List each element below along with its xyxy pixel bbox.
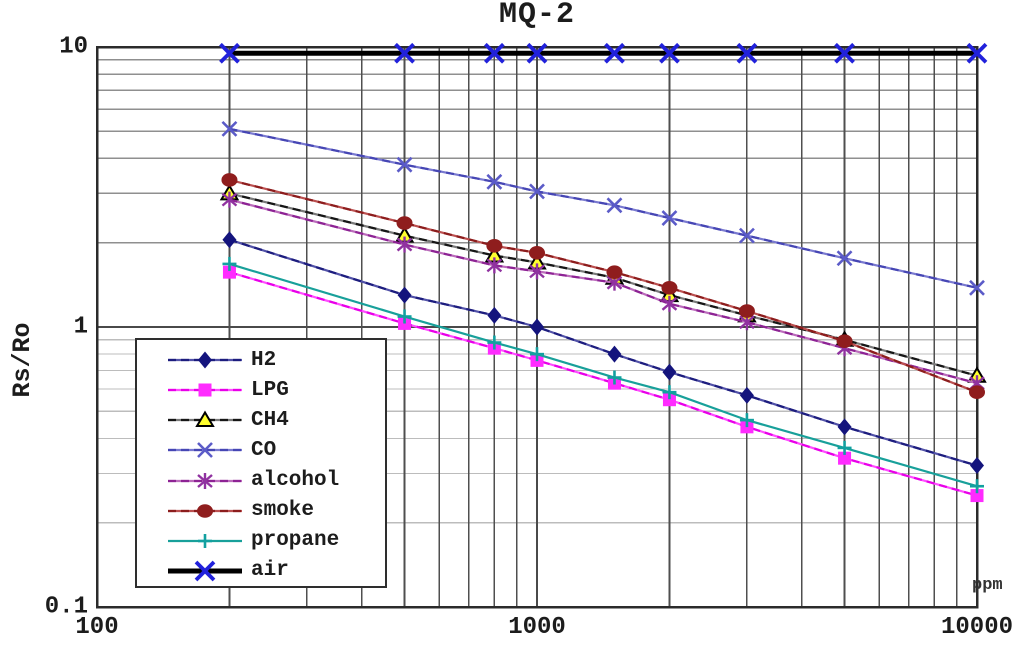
series-smoke <box>221 173 985 399</box>
series-propane <box>222 256 984 494</box>
x-axis-unit-label: ppm <box>972 576 1003 595</box>
legend-label-LPG: LPG <box>251 378 289 402</box>
legend-label-smoke: smoke <box>251 499 315 523</box>
y-tick-0.1: 0.1 <box>44 593 88 621</box>
legend-marker-H2 <box>168 351 242 369</box>
legend-marker-propane <box>168 533 242 548</box>
legend-item-smoke: smoke <box>165 496 385 525</box>
series-CO <box>221 120 985 296</box>
legend-marker-air <box>168 560 242 582</box>
legend-item-air: air <box>165 556 385 585</box>
legend-marker-LPG <box>168 383 242 397</box>
legend-item-CH4: CH4 <box>165 406 385 435</box>
x-tick-10000: 10000 <box>940 614 1014 641</box>
legend-marker-CO <box>168 442 242 459</box>
legend-label-CH4: CH4 <box>251 408 289 432</box>
x-tick-1000: 1000 <box>508 614 566 641</box>
legend-marker-CH4 <box>168 410 242 428</box>
x-tick-100: 100 <box>75 614 119 641</box>
legend-item-CO: CO <box>165 436 385 465</box>
series-air-markers <box>219 42 988 64</box>
legend-label-alcohol: alcohol <box>251 469 340 493</box>
series-propane-markers <box>222 256 984 494</box>
y-tick-10: 10 <box>59 33 88 61</box>
legend-marker-smoke <box>168 503 242 518</box>
y-tick-1: 1 <box>73 313 88 341</box>
legend-item-H2: H2 <box>165 346 385 375</box>
legend-label-propane: propane <box>251 529 340 553</box>
series-H2-markers <box>222 231 984 475</box>
series-CO-markers <box>221 120 985 296</box>
legend-marker-alcohol <box>168 472 242 489</box>
legend-label-H2: H2 <box>251 348 277 372</box>
chart-title: MQ-2 <box>498 0 575 32</box>
legend-item-LPG: LPG <box>165 376 385 405</box>
legend: H2 LPG CH4 CO alcohol smoke propane air <box>135 338 387 588</box>
legend-item-propane: propane <box>165 526 385 555</box>
legend-item-alcohol: alcohol <box>165 466 385 495</box>
legend-label-air: air <box>251 559 289 583</box>
series-H2 <box>222 231 984 475</box>
legend-label-CO: CO <box>251 438 277 462</box>
series-air <box>219 42 988 64</box>
series-smoke-markers <box>221 173 985 399</box>
